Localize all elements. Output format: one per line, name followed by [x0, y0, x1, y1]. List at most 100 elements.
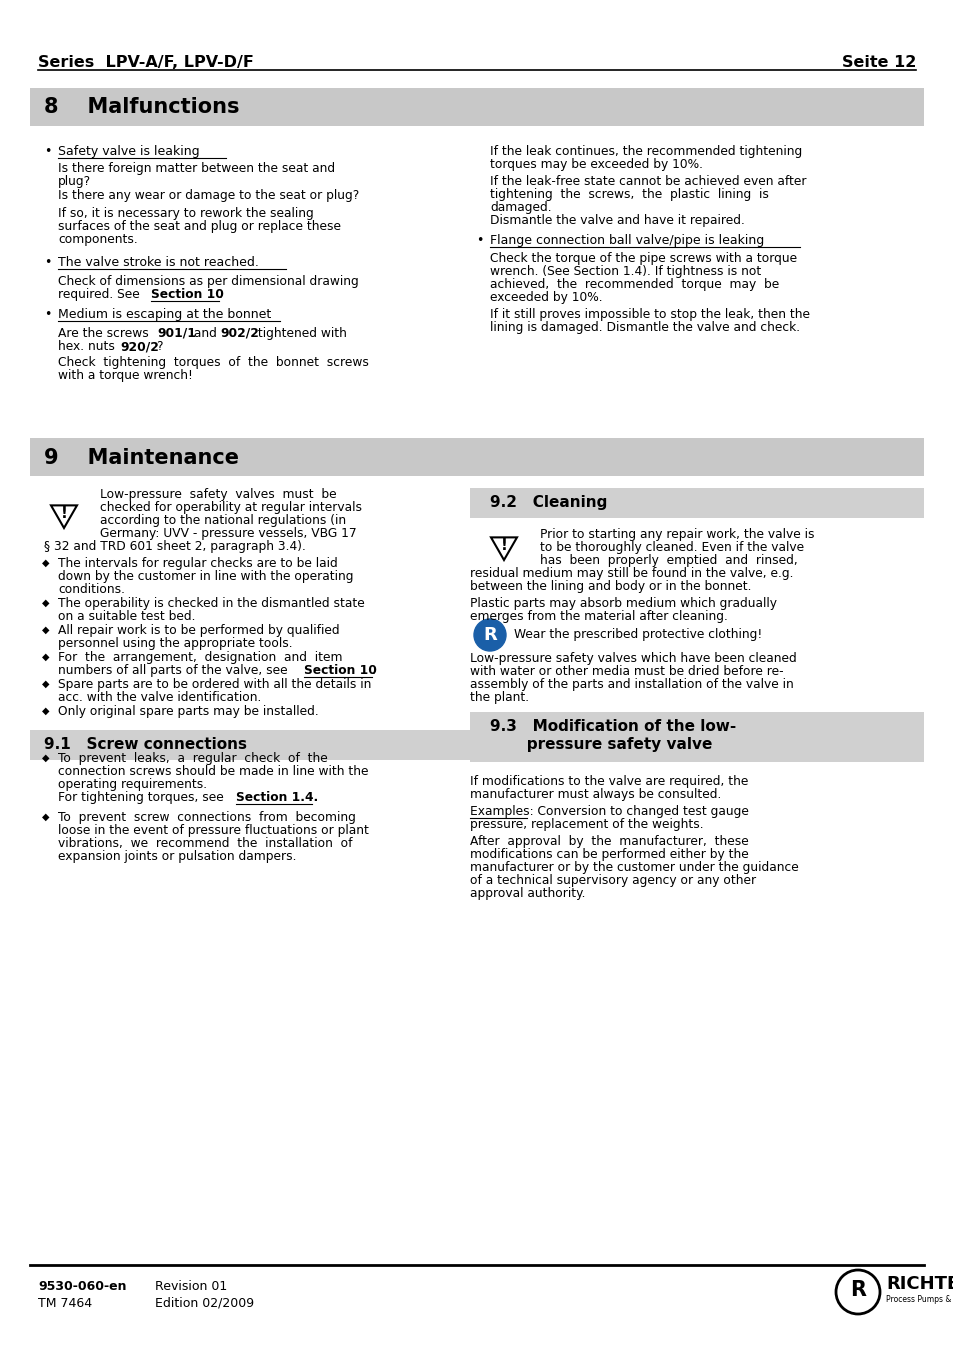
Text: Examples: Conversion to changed test gauge: Examples: Conversion to changed test gau…	[470, 805, 748, 817]
Text: R: R	[482, 626, 497, 644]
Text: numbers of all parts of the valve, see: numbers of all parts of the valve, see	[58, 663, 292, 677]
Text: Series  LPV-A/F, LPV-D/F: Series LPV-A/F, LPV-D/F	[38, 55, 253, 70]
Text: damaged.: damaged.	[490, 201, 551, 213]
Text: .: .	[219, 288, 223, 301]
Text: and: and	[190, 327, 220, 340]
Text: 9530-060-en: 9530-060-en	[38, 1279, 127, 1293]
Text: Process Pumps & Valves: Process Pumps & Valves	[885, 1296, 953, 1305]
Text: pressure safety valve: pressure safety valve	[490, 738, 712, 753]
Text: !: !	[500, 538, 507, 553]
Text: Section 10: Section 10	[304, 663, 376, 677]
Text: Medium is escaping at the bonnet: Medium is escaping at the bonnet	[58, 308, 271, 322]
Text: emerges from the material after cleaning.: emerges from the material after cleaning…	[470, 611, 727, 623]
Text: Wear the prescribed protective clothing!: Wear the prescribed protective clothing!	[514, 628, 761, 640]
Text: loose in the event of pressure fluctuations or plant: loose in the event of pressure fluctuati…	[58, 824, 369, 838]
Text: hex. nuts: hex. nuts	[58, 340, 118, 353]
Text: All repair work is to be performed by qualified: All repair work is to be performed by qu…	[58, 624, 339, 638]
Text: wrench. (See Section 1.4). If tightness is not: wrench. (See Section 1.4). If tightness …	[490, 265, 760, 278]
Text: tightened with: tightened with	[253, 327, 347, 340]
Text: ◆: ◆	[42, 626, 50, 635]
Text: according to the national regulations (in: according to the national regulations (i…	[100, 513, 346, 527]
Text: of a technical supervisory agency or any other: of a technical supervisory agency or any…	[470, 874, 756, 888]
Text: the plant.: the plant.	[470, 690, 529, 704]
Text: surfaces of the seat and plug or replace these: surfaces of the seat and plug or replace…	[58, 220, 340, 232]
Text: Section 1.4.: Section 1.4.	[235, 790, 318, 804]
Text: vibrations,  we  recommend  the  installation  of: vibrations, we recommend the installatio…	[58, 838, 352, 850]
Text: plug?: plug?	[58, 176, 91, 188]
Text: required. See: required. See	[58, 288, 144, 301]
Text: down by the customer in line with the operating: down by the customer in line with the op…	[58, 570, 354, 584]
Text: Is there any wear or damage to the seat or plug?: Is there any wear or damage to the seat …	[58, 189, 359, 203]
Text: § 32 and TRD 601 sheet 2, paragraph 3.4).: § 32 and TRD 601 sheet 2, paragraph 3.4)…	[44, 540, 306, 553]
Circle shape	[474, 619, 505, 651]
Text: between the lining and body or in the bonnet.: between the lining and body or in the bo…	[470, 580, 751, 593]
Text: If so, it is necessary to rework the sealing: If so, it is necessary to rework the sea…	[58, 207, 314, 220]
Bar	[470, 488, 923, 517]
Text: with water or other media must be dried before re-: with water or other media must be dried …	[470, 665, 782, 678]
Text: Seite 12: Seite 12	[841, 55, 915, 70]
Text: personnel using the appropriate tools.: personnel using the appropriate tools.	[58, 638, 293, 650]
Text: •: •	[44, 255, 51, 269]
Text: tightening  the  screws,  the  plastic  lining  is: tightening the screws, the plastic linin…	[490, 188, 768, 201]
Text: Are the screws: Are the screws	[58, 327, 152, 340]
Text: To  prevent  leaks,  a  regular  check  of  the: To prevent leaks, a regular check of the	[58, 753, 328, 765]
Text: has  been  properly  emptied  and  rinsed,: has been properly emptied and rinsed,	[539, 554, 797, 567]
Text: R: R	[849, 1279, 865, 1300]
Bar	[470, 712, 923, 762]
Text: Low-pressure  safety  valves  must  be: Low-pressure safety valves must be	[100, 488, 336, 501]
Text: ?: ?	[156, 340, 162, 353]
Text: After  approval  by  the  manufacturer,  these: After approval by the manufacturer, thes…	[470, 835, 748, 848]
Text: For  the  arrangement,  designation  and  item: For the arrangement, designation and ite…	[58, 651, 342, 663]
Text: Flange connection ball valve/pipe is leaking: Flange connection ball valve/pipe is lea…	[490, 234, 763, 247]
Text: .: .	[372, 663, 375, 677]
Text: 9    Maintenance: 9 Maintenance	[44, 449, 239, 467]
Bar	[30, 88, 923, 126]
Text: acc. with the valve identification.: acc. with the valve identification.	[58, 690, 261, 704]
Text: ◆: ◆	[42, 753, 50, 763]
Text: Spare parts are to be ordered with all the details in: Spare parts are to be ordered with all t…	[58, 678, 371, 690]
Text: If the leak continues, the recommended tightening: If the leak continues, the recommended t…	[490, 145, 801, 158]
Text: manufacturer must always be consulted.: manufacturer must always be consulted.	[470, 788, 720, 801]
Text: manufacturer or by the customer under the guidance: manufacturer or by the customer under th…	[470, 861, 798, 874]
Text: 902/2: 902/2	[220, 327, 258, 340]
Text: Revision 01: Revision 01	[154, 1279, 227, 1293]
Text: assembly of the parts and installation of the valve in: assembly of the parts and installation o…	[470, 678, 793, 690]
Text: residual medium may still be found in the valve, e.g.: residual medium may still be found in th…	[470, 567, 793, 580]
Text: The operability is checked in the dismantled state: The operability is checked in the disman…	[58, 597, 364, 611]
Text: to be thoroughly cleaned. Even if the valve: to be thoroughly cleaned. Even if the va…	[539, 540, 803, 554]
Text: !: !	[60, 505, 68, 520]
Text: modifications can be performed either by the: modifications can be performed either by…	[470, 848, 748, 861]
Text: Check of dimensions as per dimensional drawing: Check of dimensions as per dimensional d…	[58, 276, 358, 288]
Text: 8    Malfunctions: 8 Malfunctions	[44, 97, 239, 118]
Text: To  prevent  screw  connections  from  becoming: To prevent screw connections from becomi…	[58, 811, 355, 824]
Text: conditions.: conditions.	[58, 584, 125, 596]
Text: ◆: ◆	[42, 707, 50, 716]
Text: checked for operability at regular intervals: checked for operability at regular inter…	[100, 501, 361, 513]
Text: 920/2: 920/2	[120, 340, 159, 353]
Text: exceeded by 10%.: exceeded by 10%.	[490, 290, 602, 304]
Text: ◆: ◆	[42, 558, 50, 567]
Text: operating requirements.: operating requirements.	[58, 778, 207, 790]
Text: pressure, replacement of the weights.: pressure, replacement of the weights.	[470, 817, 703, 831]
Polygon shape	[51, 505, 77, 528]
Text: For tightening torques, see: For tightening torques, see	[58, 790, 228, 804]
Text: 901/1: 901/1	[157, 327, 195, 340]
Text: Plastic parts may absorb medium which gradually: Plastic parts may absorb medium which gr…	[470, 597, 776, 611]
Text: ◆: ◆	[42, 653, 50, 662]
Text: Edition 02/2009: Edition 02/2009	[154, 1297, 253, 1310]
Text: Germany: UVV - pressure vessels, VBG 17: Germany: UVV - pressure vessels, VBG 17	[100, 527, 356, 540]
Text: components.: components.	[58, 232, 137, 246]
Text: Only original spare parts may be installed.: Only original spare parts may be install…	[58, 705, 318, 717]
Text: 9.2   Cleaning: 9.2 Cleaning	[490, 494, 607, 509]
Text: connection screws should be made in line with the: connection screws should be made in line…	[58, 765, 368, 778]
Text: If it still proves impossible to stop the leak, then the: If it still proves impossible to stop th…	[490, 308, 809, 322]
Text: achieved,  the  recommended  torque  may  be: achieved, the recommended torque may be	[490, 278, 779, 290]
Text: •: •	[44, 145, 51, 158]
Text: 9.1   Screw connections: 9.1 Screw connections	[44, 738, 247, 753]
Text: ◆: ◆	[42, 680, 50, 689]
Text: torques may be exceeded by 10%.: torques may be exceeded by 10%.	[490, 158, 702, 172]
Bar	[30, 438, 923, 476]
Text: 9.3   Modification of the low-: 9.3 Modification of the low-	[490, 719, 736, 734]
Text: Is there foreign matter between the seat and: Is there foreign matter between the seat…	[58, 162, 335, 176]
Text: Dismantle the valve and have it repaired.: Dismantle the valve and have it repaired…	[490, 213, 744, 227]
